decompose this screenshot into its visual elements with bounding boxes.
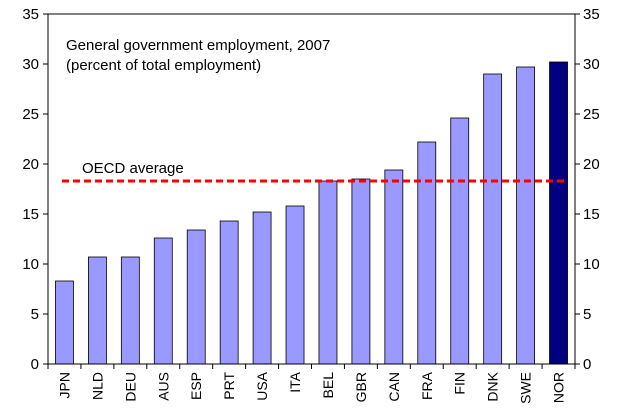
- right-y-tick-label: 35: [583, 6, 600, 23]
- x-label-nld: NLD: [89, 372, 105, 400]
- x-label-deu: DEU: [122, 372, 138, 402]
- bar-nor: [549, 61, 568, 365]
- x-label-gbr: GBR: [353, 372, 369, 402]
- right-y-tick-label: 0: [583, 356, 591, 373]
- x-label-esp: ESP: [188, 372, 204, 400]
- chart-title-line-2: (percent of total employment): [66, 57, 261, 74]
- x-label-aus: AUS: [155, 372, 171, 401]
- bar-deu: [120, 256, 140, 365]
- bar-gbr: [351, 178, 371, 365]
- x-label-can: CAN: [386, 372, 402, 402]
- left-y-tick-label: 25: [22, 106, 39, 123]
- x-label-ita: ITA: [287, 371, 303, 392]
- left-y-tick-label: 30: [22, 56, 39, 73]
- x-label-jpn: JPN: [56, 372, 72, 398]
- x-label-bel: BEL: [320, 372, 336, 399]
- bar-fin: [450, 117, 470, 365]
- bar-prt: [219, 220, 239, 365]
- bar-fra: [417, 141, 437, 365]
- bar-jpn: [55, 280, 74, 365]
- x-label-swe: SWE: [518, 372, 534, 404]
- plot-frame: [47, 13, 576, 365]
- right-y-tick-label: 30: [583, 56, 600, 73]
- right-y-tick-label: 15: [583, 206, 600, 223]
- bar-aus: [153, 237, 173, 365]
- left-y-axis-labels: 0 5 10 15 20 25 30 35: [22, 6, 39, 373]
- bar-esp: [186, 229, 206, 365]
- right-y-tick-label: 20: [583, 156, 600, 173]
- oecd-average-label: OECD average: [82, 160, 184, 177]
- x-axis-labels: JPN NLD DEU AUS ESP PRT USA ITA BEL GBR CAN FRA FIN D…: [56, 371, 566, 404]
- left-y-tick-label: 35: [22, 6, 39, 23]
- left-y-tick-label: 5: [31, 306, 39, 323]
- bar-nld: [88, 256, 107, 365]
- x-label-nor: NOR: [551, 372, 567, 403]
- bar-ita: [285, 205, 305, 365]
- x-label-prt: PRT: [221, 372, 237, 400]
- chart-title-line-1: General government employment, 2007: [66, 37, 330, 54]
- left-y-tick-label: 15: [22, 206, 39, 223]
- bars-group: [55, 61, 568, 365]
- right-y-tick-label: 10: [583, 256, 600, 273]
- left-y-tick-label: 10: [22, 256, 39, 273]
- bar-swe: [516, 66, 535, 365]
- right-y-axis-labels: 0 5 10 15 20 25 30 35: [583, 6, 600, 373]
- bar-can: [384, 169, 404, 365]
- bar-usa: [252, 211, 272, 365]
- right-y-tick-label: 5: [583, 306, 591, 323]
- x-label-fra: FRA: [419, 371, 435, 400]
- right-y-tick-label: 25: [583, 106, 600, 123]
- x-label-usa: USA: [254, 371, 270, 400]
- ticks-group: [43, 13, 580, 369]
- bar-bel: [318, 180, 338, 365]
- left-y-tick-label: 20: [22, 156, 39, 173]
- left-y-tick-label: 0: [31, 356, 39, 373]
- x-label-fin: FIN: [452, 372, 468, 395]
- bar-dnk: [483, 73, 503, 365]
- x-label-dnk: DNK: [485, 371, 501, 401]
